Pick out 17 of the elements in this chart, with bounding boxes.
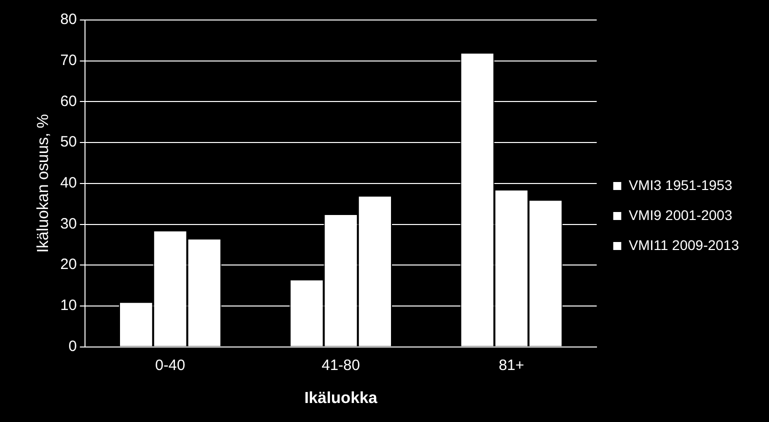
y-tick-label: 50 bbox=[60, 134, 77, 151]
legend-label: VMI11 2009-2013 bbox=[628, 236, 740, 253]
x-tick-label: 41-80 bbox=[322, 356, 360, 374]
y-tick-label: 60 bbox=[60, 92, 77, 110]
y-tick-label: 30 bbox=[60, 215, 77, 232]
y-axis-title: Ikäluokan osuus, % bbox=[35, 114, 52, 253]
y-tick-label: 70 bbox=[60, 52, 77, 69]
y-tick-label: 10 bbox=[60, 297, 77, 314]
x-axis-title: Ikäluokka bbox=[304, 390, 378, 407]
y-tick-label: 0 bbox=[68, 338, 77, 355]
y-tick-label: 40 bbox=[60, 174, 77, 192]
y-tick-label: 20 bbox=[60, 256, 77, 274]
x-tick-label: 81+ bbox=[498, 356, 524, 374]
y-tick-label: 80 bbox=[60, 11, 77, 28]
legend-label: VMI3 1951-1953 bbox=[628, 176, 732, 193]
x-tick-label: 0-40 bbox=[155, 356, 186, 374]
legend-label: VMI9 2001-2003 bbox=[628, 206, 732, 223]
